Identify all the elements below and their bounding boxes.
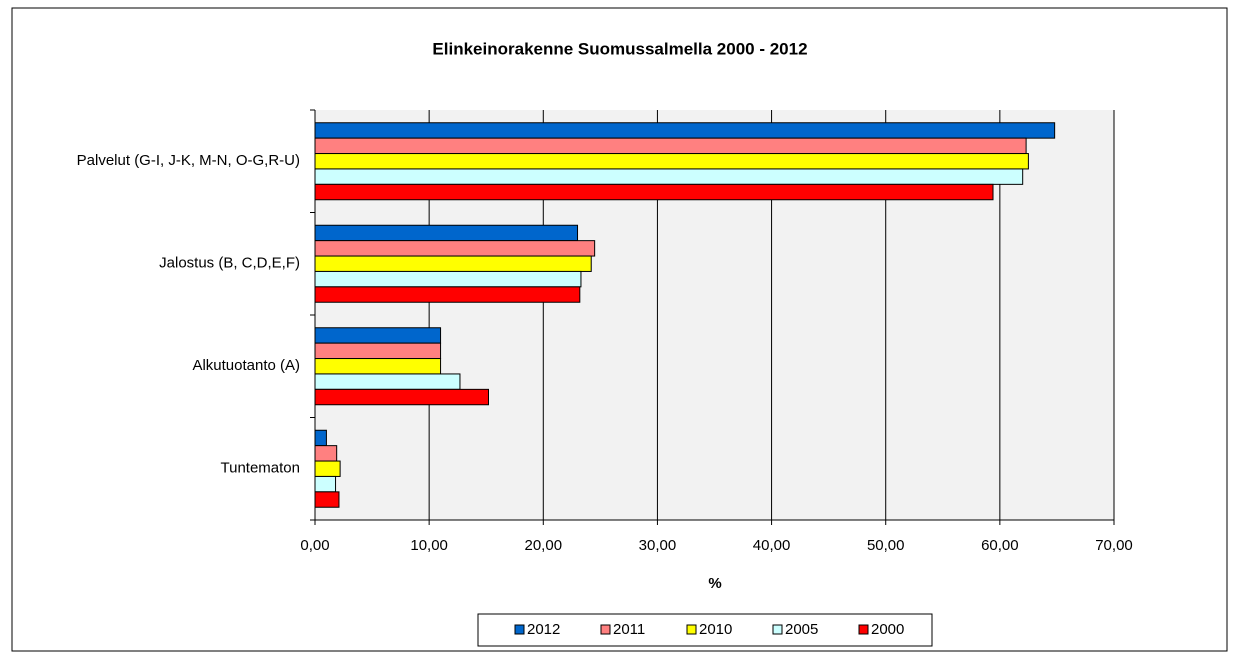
x-tick-label: 20,00 xyxy=(525,537,563,554)
bar xyxy=(314,429,327,447)
x-tick-label: 30,00 xyxy=(639,537,677,554)
bar xyxy=(314,153,1029,170)
legend-swatch xyxy=(858,624,869,635)
legend-label: 2010 xyxy=(699,621,732,638)
bar xyxy=(314,388,489,406)
x-tick-label: 10,00 xyxy=(410,537,448,554)
bar xyxy=(314,445,338,462)
bar xyxy=(314,240,596,257)
legend-label: 2011 xyxy=(613,621,645,638)
bar xyxy=(314,342,442,360)
y-tick-label: Alkutuotanto (A) xyxy=(192,357,300,374)
x-tick-label: 70,00 xyxy=(1095,537,1133,554)
legend-swatch xyxy=(772,624,783,635)
legend-label: 2000 xyxy=(871,621,904,638)
bar xyxy=(314,255,592,272)
bar xyxy=(314,358,442,375)
bar xyxy=(314,137,1027,155)
chart-title: Elinkeinorakenne Suomussalmella 2000 - 2… xyxy=(432,39,807,58)
x-axis-label: % xyxy=(708,575,721,592)
bar xyxy=(314,168,1024,185)
x-tick-label: 40,00 xyxy=(753,537,791,554)
bar xyxy=(314,491,340,508)
legend-swatch xyxy=(600,624,611,635)
bar xyxy=(314,373,461,390)
bar xyxy=(314,327,442,344)
x-tick-label: 50,00 xyxy=(867,537,905,554)
bar xyxy=(314,270,582,288)
bar xyxy=(314,122,1056,139)
y-tick-label: Tuntematon xyxy=(221,460,301,477)
bar xyxy=(314,475,337,493)
legend-label: 2005 xyxy=(785,621,818,638)
legend-label: 2012 xyxy=(527,621,560,638)
bar xyxy=(314,224,579,242)
y-tick-label: Palvelut (G-I, J-K, M-N, O-G,R-U) xyxy=(77,152,300,169)
x-tick-label: 0,00 xyxy=(300,537,329,554)
bar xyxy=(314,183,994,201)
bar xyxy=(314,460,341,477)
legend-swatch xyxy=(686,624,697,635)
y-tick-label: Jalostus (B, C,D,E,F) xyxy=(159,255,300,272)
bar xyxy=(314,286,581,303)
legend-swatch xyxy=(514,624,525,635)
legend-box xyxy=(477,613,933,647)
x-tick-label: 60,00 xyxy=(981,537,1019,554)
